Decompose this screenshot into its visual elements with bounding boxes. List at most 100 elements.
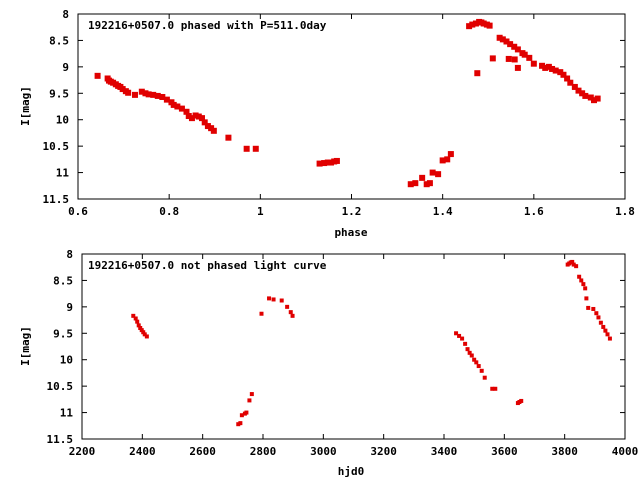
data-point [564, 75, 571, 82]
data-point [170, 101, 177, 108]
data-point [435, 171, 442, 178]
data-point [185, 113, 192, 120]
y-axis-ticks: 8 8.5 9 9.5 10 10.5 11 11.5 [47, 248, 625, 446]
data-point [496, 34, 503, 41]
data-point [333, 157, 340, 164]
plot-frame [77, 13, 626, 200]
data-point [503, 38, 510, 45]
data-point [603, 328, 608, 333]
data-point [94, 72, 101, 79]
data-point [249, 392, 254, 397]
data-point [141, 330, 146, 335]
data-point [474, 360, 479, 365]
data-point [174, 103, 181, 110]
data-point [236, 422, 241, 427]
data-point [587, 94, 594, 101]
data-point [505, 55, 512, 62]
y-tick-label: 9.5 [49, 87, 69, 100]
y-tick-label: 8 [66, 248, 73, 261]
y-axis-label: I[mag] [19, 326, 32, 366]
data-point [493, 386, 498, 391]
x-tick-label: 0.8 [159, 205, 179, 218]
x-tick-label: 0.6 [68, 205, 88, 218]
data-point [591, 97, 598, 104]
phased-light-curve-panel: 192216+0507.0 phased with P=511.0day pha… [19, 8, 635, 239]
y-tick-label: 8.5 [49, 34, 69, 47]
data-point [290, 313, 295, 318]
data-point [545, 63, 552, 70]
data-point [239, 413, 244, 418]
data-point [407, 181, 414, 188]
x-axis-label: hjd0 [338, 465, 365, 478]
data-point [142, 90, 149, 97]
data-point [539, 62, 546, 69]
data-point [557, 69, 564, 76]
data-point [465, 347, 470, 352]
x-tick-label: 1.4 [433, 205, 453, 218]
data-point [426, 180, 433, 187]
data-point [579, 90, 586, 97]
data-point [549, 65, 556, 72]
data-point [188, 115, 195, 122]
data-point [577, 274, 582, 279]
data-point [607, 336, 612, 341]
y-tick-label: 9 [62, 61, 69, 74]
data-point [142, 332, 147, 337]
data-point [201, 119, 208, 126]
x-tick-label: 2200 [69, 445, 96, 458]
x-axis-ticks: 2200 2400 2600 2800 3000 3200 3400 3600 3800 4000 [69, 254, 638, 458]
data-point [463, 341, 468, 346]
data-point [195, 113, 202, 120]
data-point [511, 56, 518, 63]
data-point [584, 296, 589, 301]
data-point [575, 87, 582, 94]
x-axis-ticks: 0.6 0.8 1 1.2 1.4 1.6 1.8 [68, 14, 635, 218]
data-point [210, 127, 217, 134]
y-tick-label: 8.5 [53, 274, 73, 287]
data-point [489, 55, 496, 62]
data-point [514, 46, 521, 53]
data-point [316, 160, 323, 167]
data-point [579, 278, 584, 283]
x-axis-label: phase [334, 226, 367, 239]
data-point [454, 331, 459, 336]
data-point [486, 22, 493, 29]
y-axis-ticks: 8 8.5 9 9.5 10 10.5 11 11.5 [43, 8, 625, 206]
data-point [145, 91, 152, 98]
data-point [244, 410, 249, 415]
x-tick-label: 2400 [129, 445, 156, 458]
data-points [131, 259, 612, 427]
data-point [247, 398, 252, 403]
x-tick-label: 3800 [551, 445, 578, 458]
x-tick-label: 3200 [370, 445, 397, 458]
data-point [444, 156, 451, 163]
x-tick-label: 3000 [310, 445, 337, 458]
data-point [133, 316, 138, 321]
data-point [419, 174, 426, 181]
data-point [490, 386, 495, 391]
data-point [511, 43, 518, 50]
data-point [567, 79, 574, 86]
data-point [225, 134, 232, 141]
data-point [327, 159, 334, 166]
data-point [131, 313, 136, 318]
data-point [472, 20, 479, 27]
y-tick-label: 10 [56, 114, 69, 127]
data-point [288, 310, 293, 315]
data-point [526, 54, 533, 61]
data-point [259, 311, 264, 316]
data-point [469, 353, 474, 358]
y-tick-label: 9 [66, 301, 73, 314]
data-point [594, 95, 601, 102]
unphased-light-curve-panel: 192216+0507.0 not phased light curve hjd… [19, 248, 638, 478]
data-point [138, 88, 145, 95]
data-point [243, 145, 250, 152]
data-point [521, 51, 528, 58]
data-point [238, 421, 243, 426]
data-point [285, 304, 290, 309]
data-point [552, 67, 559, 74]
y-tick-label: 9.5 [53, 327, 73, 340]
data-point [154, 92, 161, 99]
data-point [279, 298, 284, 303]
x-tick-label: 3600 [491, 445, 518, 458]
